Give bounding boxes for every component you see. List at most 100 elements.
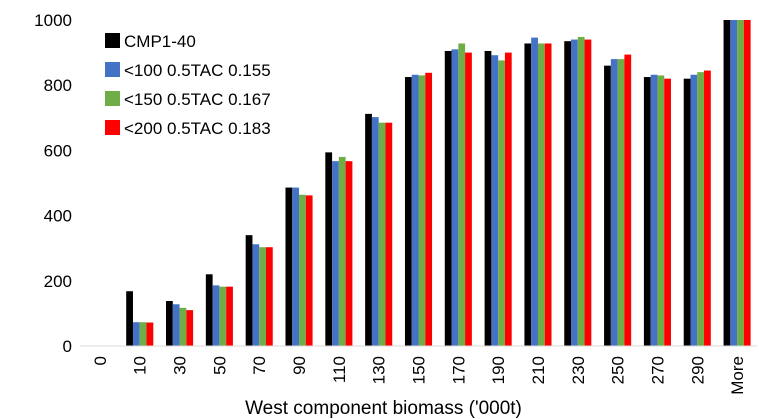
x-tick-label: 90 bbox=[290, 356, 309, 375]
bar bbox=[245, 235, 253, 346]
series-2 bbox=[139, 20, 744, 347]
bar bbox=[186, 310, 194, 346]
x-tick-label: 0 bbox=[91, 356, 110, 365]
bar bbox=[690, 74, 698, 347]
bar bbox=[265, 247, 273, 346]
bar bbox=[617, 59, 625, 347]
x-tick-label: 50 bbox=[210, 356, 229, 375]
bar bbox=[305, 195, 313, 346]
bar bbox=[650, 74, 658, 347]
bar bbox=[491, 55, 499, 347]
legend: CMP1-40 <100 0.5TAC 0.155 <150 0.5TAC 0.16… bbox=[105, 32, 271, 138]
bar bbox=[139, 322, 147, 346]
series-0 bbox=[126, 20, 731, 347]
y-axis-ticks: 0 200 400 600 800 1000 bbox=[34, 11, 72, 356]
y-tick-label: 800 bbox=[44, 76, 72, 95]
bar bbox=[610, 59, 618, 347]
x-axis-title: West component biomass ('000t) bbox=[245, 398, 522, 419]
legend-label: <150 0.5TAC 0.167 bbox=[124, 90, 271, 109]
bar bbox=[584, 39, 592, 347]
x-tick-label: 150 bbox=[410, 356, 429, 384]
bar bbox=[219, 286, 227, 346]
x-tick-label: 110 bbox=[330, 356, 349, 383]
x-tick-label: 130 bbox=[370, 356, 389, 384]
y-tick-label: 400 bbox=[44, 207, 72, 226]
x-tick-label: 30 bbox=[171, 356, 190, 375]
bar bbox=[259, 247, 266, 346]
bar bbox=[411, 74, 419, 347]
bar bbox=[504, 52, 512, 346]
x-tick-label: 290 bbox=[688, 356, 707, 384]
bar bbox=[544, 43, 552, 346]
legend-swatch bbox=[105, 62, 120, 77]
bar bbox=[126, 291, 133, 346]
bar bbox=[371, 117, 379, 347]
bar bbox=[385, 122, 393, 346]
bar bbox=[484, 50, 492, 346]
x-tick-label: 10 bbox=[131, 356, 150, 375]
legend-swatch bbox=[105, 91, 120, 106]
bar bbox=[564, 41, 572, 346]
bar bbox=[723, 20, 731, 346]
bar bbox=[166, 301, 173, 346]
y-tick-label: 600 bbox=[44, 141, 72, 160]
bar bbox=[683, 78, 691, 347]
bar bbox=[571, 39, 578, 347]
x-tick-label: 230 bbox=[569, 356, 588, 384]
bar bbox=[451, 49, 459, 347]
bar bbox=[643, 77, 651, 347]
series-3 bbox=[146, 20, 751, 347]
bar bbox=[624, 54, 632, 347]
bar bbox=[697, 72, 705, 346]
x-tick-label: 270 bbox=[648, 356, 667, 384]
bar bbox=[498, 60, 505, 347]
legend-swatch bbox=[105, 120, 120, 135]
bar bbox=[325, 152, 333, 346]
x-tick-label: 210 bbox=[529, 356, 548, 384]
bar bbox=[604, 65, 611, 346]
legend-label: CMP1-40 bbox=[124, 32, 196, 51]
x-axis-ticks: 0 10 30 50 70 90 110 130 150 170 190 210 230 250 270 29… bbox=[91, 356, 747, 395]
legend-swatch bbox=[105, 33, 120, 48]
legend-label: <100 0.5TAC 0.155 bbox=[124, 61, 271, 80]
bar bbox=[657, 75, 665, 347]
bar bbox=[252, 244, 260, 346]
x-tick-label: 70 bbox=[250, 356, 269, 375]
bar bbox=[285, 187, 293, 346]
bar bbox=[378, 122, 386, 346]
bar bbox=[737, 20, 744, 346]
bar bbox=[458, 43, 466, 346]
y-tick-label: 1000 bbox=[34, 11, 72, 30]
bar bbox=[537, 43, 545, 346]
x-tick-label: 190 bbox=[489, 356, 508, 384]
bar bbox=[664, 78, 671, 347]
legend-label: <200 0.5TAC 0.183 bbox=[124, 119, 271, 138]
bars bbox=[126, 20, 751, 347]
bar bbox=[730, 20, 738, 346]
bar bbox=[299, 194, 306, 346]
x-tick-label: More bbox=[728, 356, 747, 395]
bar bbox=[577, 36, 585, 346]
bar bbox=[524, 43, 532, 346]
bar bbox=[146, 322, 154, 346]
bar bbox=[531, 37, 538, 346]
bar bbox=[179, 307, 187, 346]
bar bbox=[418, 75, 426, 347]
bar bbox=[205, 274, 213, 346]
bar bbox=[365, 113, 372, 346]
x-tick-label: 250 bbox=[609, 356, 628, 384]
bar bbox=[465, 52, 472, 346]
bar bbox=[425, 72, 433, 346]
bar bbox=[345, 161, 353, 346]
bar bbox=[704, 70, 711, 346]
y-tick-label: 200 bbox=[44, 272, 72, 291]
bar bbox=[332, 161, 339, 346]
bar bbox=[444, 50, 452, 346]
bar bbox=[172, 304, 180, 346]
bar bbox=[132, 322, 140, 346]
bar bbox=[338, 156, 346, 346]
bar bbox=[743, 20, 751, 346]
series-1 bbox=[132, 20, 738, 347]
bar bbox=[292, 187, 300, 346]
